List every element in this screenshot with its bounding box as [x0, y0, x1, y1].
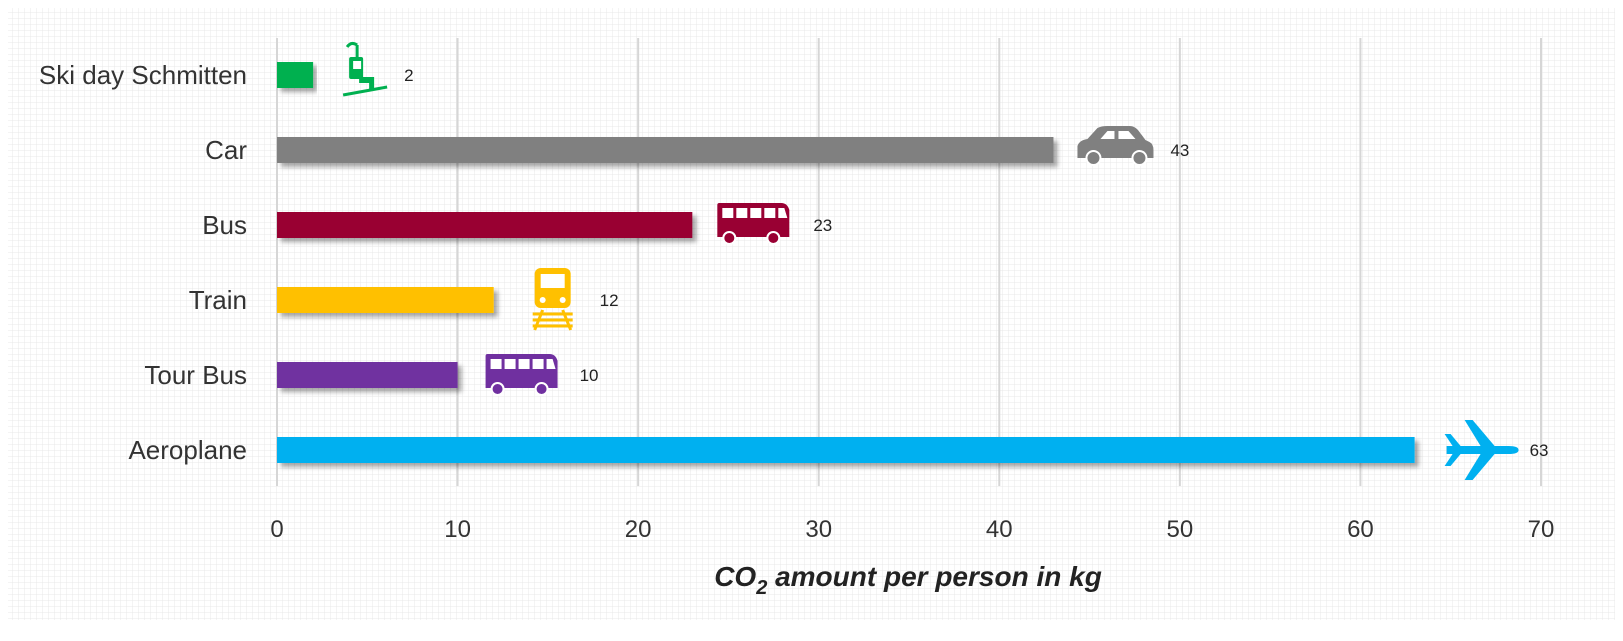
- data-label: 23: [813, 216, 832, 235]
- data-label: 43: [1170, 141, 1189, 160]
- data-label: 10: [580, 366, 599, 385]
- bar-icons: [342, 41, 1519, 480]
- x-tick-label: 0: [270, 516, 283, 543]
- tour-bus-icon: [485, 354, 558, 396]
- labels: 0 10 20 30 40 50 60 70 Ski day Schmitten 2 Car 43 Bu…: [39, 60, 1554, 543]
- bar: [277, 62, 314, 88]
- category-label: Train: [189, 285, 247, 315]
- bar: [277, 362, 458, 388]
- data-label: 2: [404, 66, 413, 85]
- bars: [277, 62, 1415, 463]
- bar: [277, 137, 1054, 163]
- chairlift-icon: [342, 41, 388, 97]
- category-label: Tour Bus: [144, 360, 247, 390]
- x-tick-label: 20: [625, 516, 652, 543]
- category-label: Aeroplane: [128, 435, 247, 465]
- category-label: Car: [205, 135, 247, 165]
- data-label: 12: [600, 291, 619, 310]
- x-tick-label: 60: [1347, 516, 1374, 543]
- bus-icon: [717, 203, 790, 245]
- x-tick-label: 70: [1528, 516, 1555, 543]
- category-label: Bus: [202, 210, 247, 240]
- x-tick-label: 30: [805, 516, 832, 543]
- data-label: 63: [1530, 441, 1549, 460]
- bar: [277, 287, 494, 313]
- bar: [277, 212, 693, 238]
- car-icon: [1077, 126, 1154, 166]
- bar: [277, 437, 1415, 463]
- train-icon: [532, 268, 573, 331]
- x-tick-label: 10: [444, 516, 471, 543]
- x-axis-title: CO2 amount per person in kg: [714, 561, 1102, 599]
- gridlines: [276, 38, 1542, 486]
- category-label: Ski day Schmitten: [39, 60, 247, 90]
- x-tick-label: 40: [986, 516, 1013, 543]
- grid-texture: [8, 8, 1615, 620]
- aeroplane-icon: [1444, 420, 1519, 480]
- x-tick-label: 50: [1167, 516, 1194, 543]
